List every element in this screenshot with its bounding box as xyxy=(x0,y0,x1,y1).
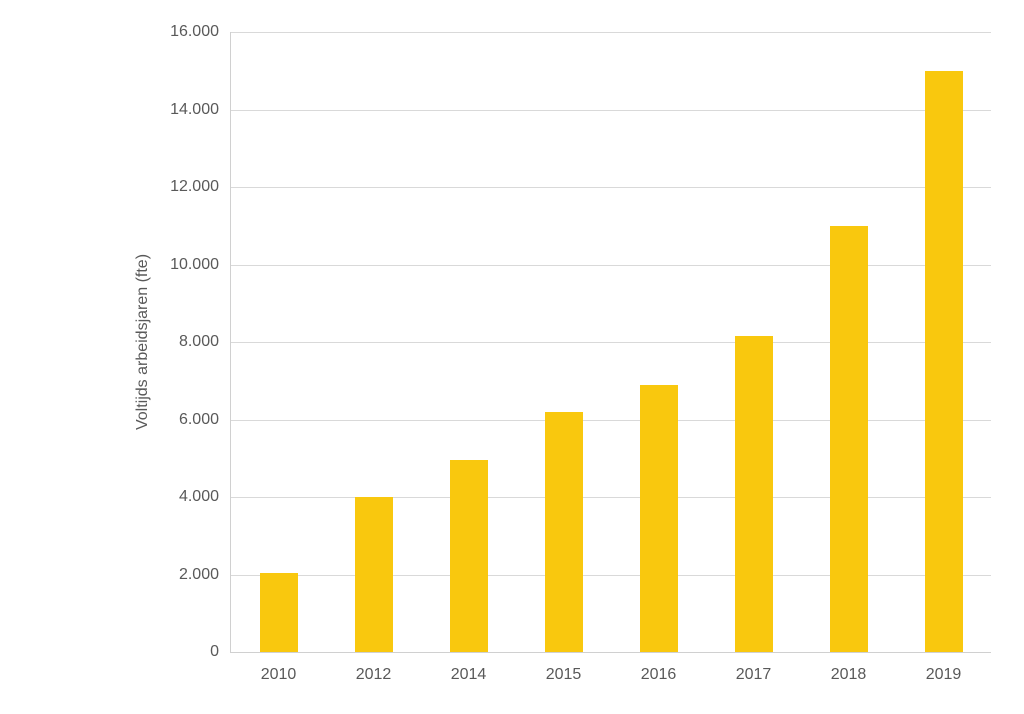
bar xyxy=(640,385,678,652)
y-tick-label: 12.000 xyxy=(170,178,231,196)
bar xyxy=(545,412,583,652)
gridline xyxy=(231,265,991,266)
bar xyxy=(925,71,963,652)
bar xyxy=(830,226,868,652)
gridline xyxy=(231,32,991,33)
x-tick-label: 2012 xyxy=(356,652,392,684)
gridline xyxy=(231,420,991,421)
x-tick-label: 2018 xyxy=(831,652,867,684)
y-tick-label: 4.000 xyxy=(179,488,231,506)
y-tick-label: 16.000 xyxy=(170,23,231,41)
y-tick-label: 14.000 xyxy=(170,101,231,119)
y-tick-label: 0 xyxy=(210,643,231,661)
y-tick-label: 2.000 xyxy=(179,566,231,584)
bar xyxy=(735,336,773,652)
y-tick-label: 10.000 xyxy=(170,256,231,274)
bar xyxy=(450,460,488,652)
y-tick-label: 8.000 xyxy=(179,333,231,351)
plot-area: 02.0004.0006.0008.00010.00012.00014.0001… xyxy=(230,32,991,653)
x-tick-label: 2019 xyxy=(926,652,962,684)
x-tick-label: 2014 xyxy=(451,652,487,684)
gridline xyxy=(231,497,991,498)
gridline xyxy=(231,187,991,188)
x-tick-label: 2016 xyxy=(641,652,677,684)
bar-chart: 0 2.000 4.000 6.000 8.000 10.000 12.000 14.000 1… xyxy=(0,0,1024,714)
gridline xyxy=(231,575,991,576)
gridline xyxy=(231,110,991,111)
x-tick-label: 2010 xyxy=(261,652,297,684)
gridline xyxy=(231,342,991,343)
bar xyxy=(355,497,393,652)
x-tick-label: 2017 xyxy=(736,652,772,684)
y-axis-label: Voltijds arbeidsjaren (fte) xyxy=(134,254,152,430)
y-tick-label: 6.000 xyxy=(179,411,231,429)
bar xyxy=(260,573,298,652)
x-tick-label: 2015 xyxy=(546,652,582,684)
